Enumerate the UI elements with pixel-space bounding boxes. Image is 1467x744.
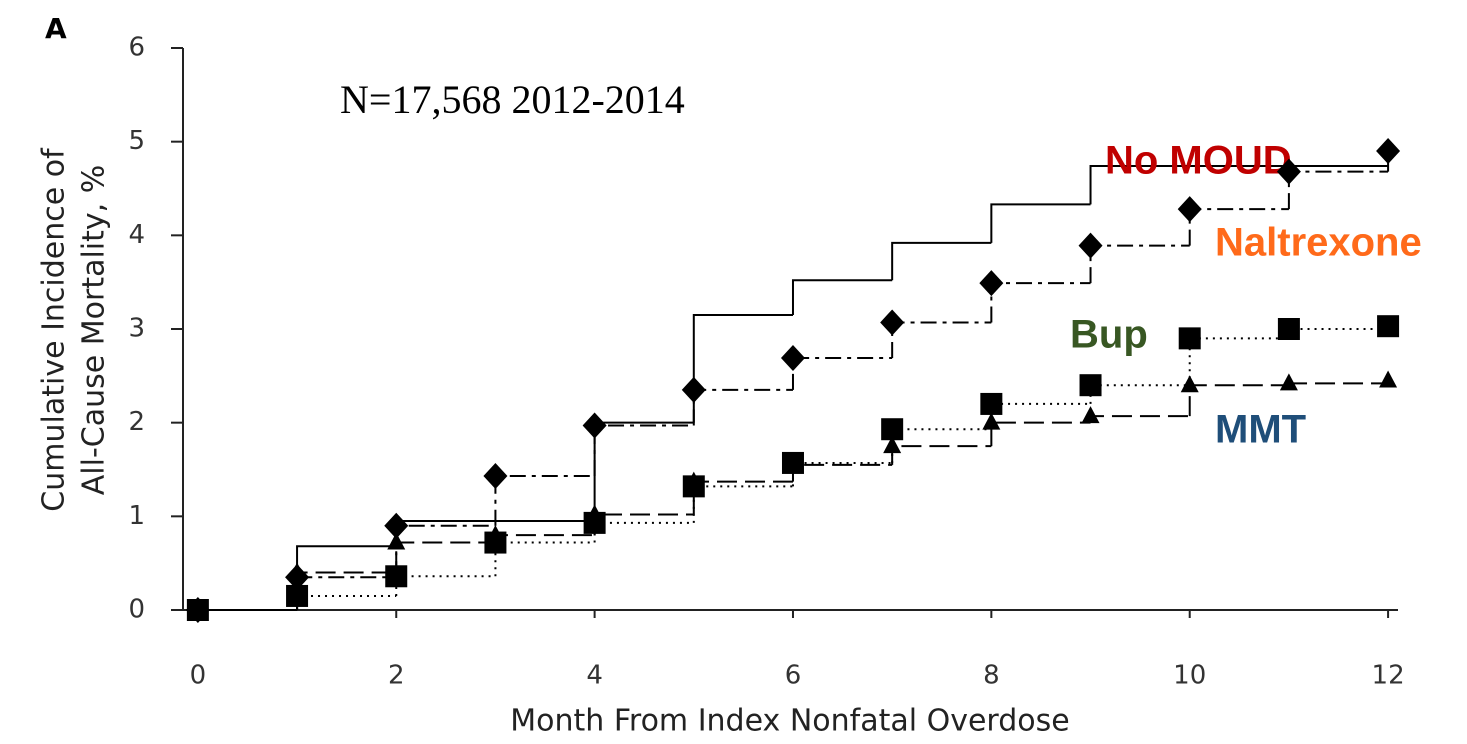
marker — [1177, 196, 1202, 223]
x-axis-label: Month From Index Nonfatal Overdose — [510, 704, 1069, 739]
step-segment — [1089, 165, 1190, 205]
marker — [582, 412, 607, 439]
step-segment — [593, 513, 694, 536]
marker — [883, 436, 902, 454]
marker — [483, 463, 508, 490]
marker — [288, 562, 307, 580]
step-segment — [395, 575, 496, 596]
legend-label: Bup — [1070, 313, 1148, 357]
y-axis-label-line: All-Cause Mortality, % — [77, 165, 112, 495]
panel-label: A — [45, 12, 67, 45]
marker — [1079, 374, 1102, 397]
marker — [684, 471, 703, 489]
marker — [1276, 158, 1301, 185]
y-axis-label-line: Cumulative Incidence of — [37, 147, 72, 512]
step-segment — [692, 313, 793, 423]
x-tick-label: 6 — [785, 661, 802, 691]
step-segment — [1089, 415, 1190, 423]
y-tick-label: 1 — [128, 501, 145, 531]
marker — [486, 525, 505, 543]
step-segment — [593, 521, 694, 543]
step-segment — [891, 445, 992, 465]
step-segment — [395, 524, 496, 578]
step-segment — [692, 485, 793, 523]
marker — [1081, 406, 1100, 424]
marker — [286, 584, 309, 607]
annotation: N=17,568 2012-2014 — [340, 77, 685, 122]
step-segment — [1287, 170, 1389, 210]
step-segment — [791, 357, 893, 390]
step-segment — [494, 541, 595, 577]
step-segment — [296, 594, 397, 610]
step-segment — [891, 241, 992, 281]
marker — [387, 532, 406, 550]
marker — [1379, 370, 1398, 388]
step-segment — [990, 402, 1091, 430]
step-segment — [990, 203, 1091, 243]
y-tick-label: 4 — [128, 220, 145, 250]
step-segment — [692, 388, 793, 426]
step-segment — [494, 534, 595, 543]
marker — [585, 504, 604, 522]
x-tick-label: 0 — [190, 661, 207, 691]
y-tick-label: 6 — [128, 33, 145, 63]
step-segment — [1089, 384, 1190, 404]
step-segment — [1287, 328, 1389, 339]
legend-label: MMT — [1215, 408, 1306, 452]
marker — [1277, 318, 1300, 340]
step-segment — [791, 463, 893, 482]
marker — [1376, 138, 1401, 165]
y-tick-label: 3 — [128, 314, 145, 344]
step-segment — [593, 421, 694, 522]
y-tick-label: 5 — [128, 126, 145, 156]
step-segment — [1089, 244, 1190, 284]
step-segment — [494, 475, 595, 526]
marker — [980, 392, 1003, 415]
step-segment — [395, 541, 496, 573]
step-segment — [791, 461, 893, 487]
marker — [681, 376, 706, 403]
marker — [982, 412, 1001, 430]
x-tick-label: 10 — [1173, 661, 1206, 691]
step-segment — [791, 279, 893, 315]
step-segment — [593, 424, 694, 477]
marker — [384, 512, 409, 539]
marker — [1078, 232, 1103, 259]
step-segment — [891, 428, 992, 463]
marker — [780, 345, 805, 372]
marker — [1279, 373, 1298, 391]
marker — [385, 565, 408, 588]
marker — [979, 270, 1004, 297]
step-segment — [990, 421, 1091, 447]
legend-label: Naltrexone — [1215, 221, 1422, 265]
y-axis-label: Cumulative Incidence of All-Cause Mortal… — [37, 147, 112, 512]
x-tick-label: 4 — [586, 661, 603, 691]
x-tick-label: 8 — [983, 661, 1000, 691]
step-segment — [296, 576, 397, 610]
marker — [1178, 327, 1201, 350]
marker — [881, 418, 904, 441]
step-segment — [1287, 382, 1389, 386]
y-tick-label: 0 — [128, 595, 145, 625]
step-segment — [1188, 337, 1289, 386]
x-tick-label: 2 — [388, 661, 405, 691]
marker — [188, 600, 207, 617]
step-segment — [891, 321, 992, 359]
marker — [1180, 375, 1199, 393]
marker — [1377, 315, 1400, 338]
marker — [880, 309, 905, 336]
legend-label: No MOUD — [1105, 139, 1292, 183]
marker — [783, 454, 802, 472]
y-tick-label: 2 — [128, 407, 145, 437]
x-tick-label: 12 — [1372, 661, 1405, 691]
